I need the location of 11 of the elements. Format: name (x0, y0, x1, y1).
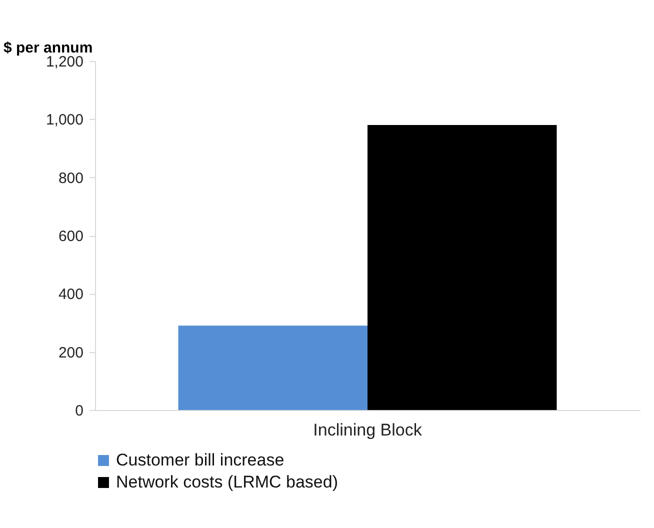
legend-label: Network costs (LRMC based) (116, 472, 338, 492)
y-tick-label: 400 (58, 286, 84, 304)
y-tick-label: 200 (58, 344, 84, 362)
y-tick-label: 0 (75, 402, 84, 420)
y-tick-label: 1,200 (46, 54, 84, 70)
x-tick-label: Inclining Block (313, 420, 422, 440)
y-tick-label: 800 (58, 170, 84, 187)
y-axis-title: $ per annum (4, 40, 93, 56)
legend-label: Customer bill increase (116, 450, 284, 470)
y-tick-label: 1,000 (46, 112, 84, 129)
y-tick-label: 600 (58, 228, 84, 245)
